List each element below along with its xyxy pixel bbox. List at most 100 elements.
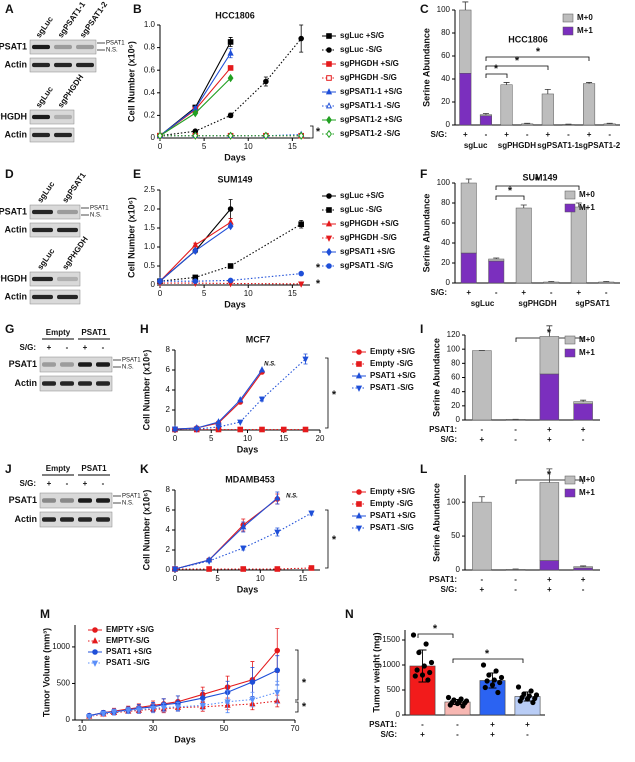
annotation: * xyxy=(302,677,307,689)
group-label: Empty xyxy=(46,464,71,473)
data-point xyxy=(423,641,429,647)
y-tick-label: 0 xyxy=(151,133,156,142)
blot-band xyxy=(42,362,56,367)
row-sign: + xyxy=(547,425,552,434)
row-sign: + xyxy=(504,130,509,139)
legend-label: PSAT1 +S/G xyxy=(370,371,416,380)
blot-band xyxy=(32,114,50,120)
blot-band xyxy=(78,498,92,503)
panel-letter: A xyxy=(5,2,14,16)
group-label: sgLuc xyxy=(471,299,495,308)
legend-marker xyxy=(356,501,362,507)
row-sign: + xyxy=(490,720,495,729)
data-point xyxy=(274,529,281,536)
bar-segment xyxy=(570,206,587,284)
y-axis-label: Cell Number (x10⁶) xyxy=(126,197,136,278)
legend-label: sgLuc -S/G xyxy=(340,205,382,214)
data-point xyxy=(237,419,244,426)
x-tick-label: 15 xyxy=(298,574,307,583)
blot-background xyxy=(39,375,113,392)
data-point xyxy=(419,672,426,678)
row-sign: - xyxy=(526,730,529,739)
error-bar xyxy=(580,399,587,402)
blot-band xyxy=(42,517,56,522)
legend-marker xyxy=(325,88,333,95)
data-point xyxy=(302,356,309,363)
y-tick-label: 4 xyxy=(166,385,171,394)
y-tick-label: 80 xyxy=(451,358,460,367)
data-point xyxy=(274,689,281,697)
legend-label: PSAT1 -S/G xyxy=(370,523,414,532)
legend-marker xyxy=(326,47,332,53)
y-tick-label: 2.0 xyxy=(144,204,156,213)
legend-swatch xyxy=(564,190,576,200)
data-point xyxy=(149,705,157,713)
panel-letter: C xyxy=(420,2,429,16)
sig-bracket xyxy=(452,658,524,663)
legend-label: Empty -S/G xyxy=(370,359,413,368)
series-line xyxy=(159,52,232,137)
legend-label: EMPTY +S/G xyxy=(106,625,154,634)
y-tick-label: 1.5 xyxy=(144,223,156,232)
legend-label: sgLuc +S/G xyxy=(340,191,384,200)
y-tick-label: 500 xyxy=(57,679,71,688)
x-tick-label: 15 xyxy=(288,142,297,151)
data-point xyxy=(298,35,304,42)
legend-label: sgLuc +S/G xyxy=(340,31,384,40)
annotation: * xyxy=(515,55,520,67)
bar-segment xyxy=(583,83,596,126)
sig-bracket xyxy=(295,649,299,701)
panel-letter: H xyxy=(140,322,149,336)
series-line xyxy=(174,498,278,570)
blot-band xyxy=(76,44,94,50)
data-point xyxy=(227,73,234,83)
series-line xyxy=(160,282,302,285)
lane-label: sgLuc xyxy=(34,84,55,109)
sign: - xyxy=(66,479,69,488)
bar-segment xyxy=(479,115,492,126)
bar-segment xyxy=(472,350,492,421)
bar-segment xyxy=(500,84,513,126)
y-tick-label: 0.8 xyxy=(144,43,156,52)
sig-bracket xyxy=(485,65,549,70)
data-point xyxy=(206,566,212,572)
row-sign: - xyxy=(485,130,488,139)
y-axis-label: Cell Number (x10⁶) xyxy=(141,350,151,431)
legend-marker xyxy=(326,61,332,67)
row-label: PSAT1: xyxy=(429,575,457,584)
data-point xyxy=(157,131,163,140)
panel-letter: J xyxy=(5,462,12,476)
data-point xyxy=(157,278,163,285)
blot-band xyxy=(54,132,72,138)
sig-bracket xyxy=(325,509,329,569)
row-sign: - xyxy=(481,575,484,584)
row-sign: + xyxy=(463,130,468,139)
annotation: * xyxy=(332,389,337,401)
blot-band xyxy=(32,44,50,50)
blot-band xyxy=(96,517,110,522)
series-line xyxy=(159,67,232,137)
bar-segment xyxy=(459,9,472,74)
marker-label: PSAT1 xyxy=(122,494,141,500)
sig-bracket xyxy=(325,357,329,429)
y-axis-label: Serine Abundance xyxy=(421,194,431,273)
data-point xyxy=(489,682,496,688)
data-point xyxy=(308,565,315,571)
sign: - xyxy=(102,479,105,488)
legend-marker xyxy=(355,512,363,519)
data-point xyxy=(199,695,206,701)
y-tick-label: 1.0 xyxy=(144,20,156,29)
y-axis-label: Cell Number (x10⁶) xyxy=(126,41,136,122)
blot-band xyxy=(60,498,74,503)
bar-segment xyxy=(541,93,554,126)
bar-segment xyxy=(505,569,526,571)
blot-band xyxy=(32,276,53,282)
y-tick-label: 500 xyxy=(387,685,401,694)
error-bar xyxy=(462,1,469,10)
data-point xyxy=(227,263,234,269)
data-point xyxy=(298,221,304,227)
row-sign: + xyxy=(545,130,550,139)
blot-background xyxy=(39,511,113,528)
blot-band xyxy=(32,132,50,138)
row-sign: + xyxy=(581,575,586,584)
